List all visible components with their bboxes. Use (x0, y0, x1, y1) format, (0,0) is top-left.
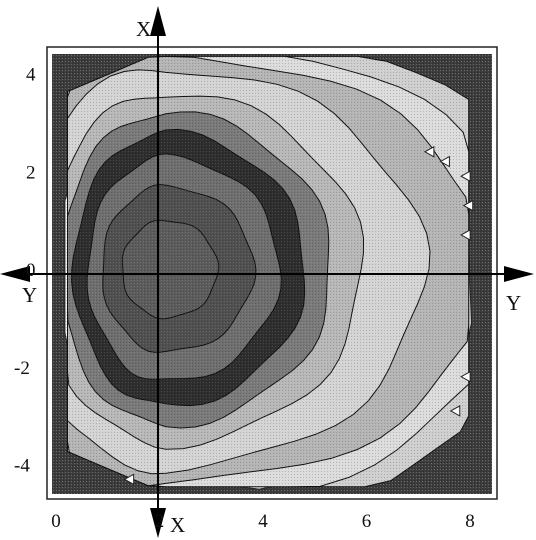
y-tick-label: -2 (14, 358, 30, 379)
tick-labels: 0 2 4 6 8 4 2 0 -2 -4 (14, 65, 475, 532)
axis-label-x-top: X (136, 17, 151, 41)
y-tick-label: -4 (14, 456, 30, 477)
edge-marker-4 (460, 229, 471, 241)
edge-marker-6 (449, 405, 461, 417)
edge-marker-7 (123, 473, 135, 486)
axis-label-y-right: Y (506, 291, 521, 315)
edge-marker-1 (439, 155, 450, 168)
x-tick-label: 6 (362, 511, 372, 532)
edge-marker-2 (460, 170, 471, 183)
x-tick-label: 4 (258, 511, 268, 532)
x-tick-label: 0 (51, 511, 61, 532)
edge-marker-5 (460, 370, 471, 383)
edge-marker-3 (462, 199, 474, 212)
y-axis-arrow-left-icon (0, 266, 30, 282)
x-axis-arrow-up-icon (150, 6, 166, 36)
axis-label-x-bottom: X (170, 513, 185, 537)
x-tick-label: 8 (465, 511, 475, 532)
y-axis-arrow-right-icon (504, 266, 534, 282)
x-tick-label: 2 (155, 511, 165, 532)
edge-markers (123, 145, 474, 486)
y-tick-label: 4 (26, 65, 36, 86)
y-tick-label: 2 (26, 162, 36, 183)
y-tick-label: 0 (26, 260, 36, 281)
edge-marker-0 (423, 145, 435, 158)
axis-label-y-left: Y (22, 283, 37, 307)
x-axis-arrow-down-icon (150, 508, 166, 538)
axes (0, 6, 534, 538)
